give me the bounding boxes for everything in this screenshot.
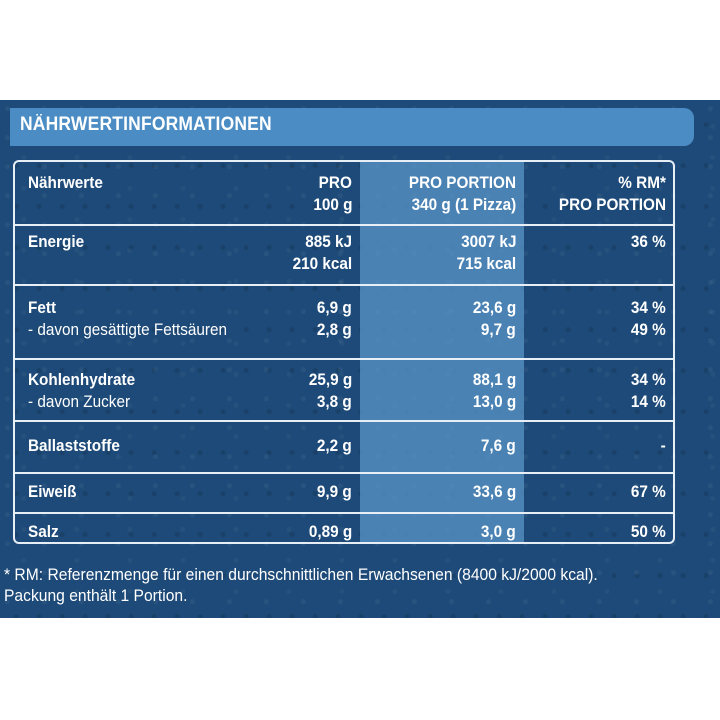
row-divider (15, 472, 673, 474)
row-divider (15, 224, 673, 226)
header-portion-line2: 340 g (1 Pizza) (411, 195, 516, 214)
salz-rm: 50 % (631, 522, 666, 541)
fett-portion: 23,6 g (472, 298, 516, 317)
salz-per100: 0,89 g (308, 522, 352, 541)
footnote: * RM: Referenzmenge für einen durchschni… (4, 564, 598, 606)
energie-portion-kcal: 715 kcal (456, 254, 516, 273)
fett-rm: 34 % (631, 298, 666, 317)
nutrition-table (13, 160, 675, 544)
energie-portion-kj: 3007 kJ (460, 232, 516, 251)
row-divider (15, 358, 673, 360)
footnote-line1: * RM: Referenzmenge für einen durchschni… (4, 565, 598, 584)
header-per100-line1: PRO (318, 173, 352, 192)
eiweiss-portion: 33,6 g (472, 482, 516, 501)
energie-per100-kj: 885 kJ (305, 232, 352, 251)
zucker-per100: 3,8 g (317, 392, 352, 411)
salz-portion: 3,0 g (481, 522, 516, 541)
zucker-rm: 14 % (631, 392, 666, 411)
row-label-zucker: - davon Zucker (28, 392, 131, 411)
kohlenhydrate-per100: 25,9 g (308, 370, 352, 389)
kohlenhydrate-portion: 88,1 g (472, 370, 516, 389)
row-label-eiweiss: Eiweiß (28, 482, 77, 501)
fettsaeuren-rm: 49 % (631, 320, 666, 339)
ballaststoffe-per100: 2,2 g (317, 436, 352, 455)
row-label-fettsaeuren: - davon gesättigte Fettsäuren (28, 320, 228, 339)
row-label-ballaststoffe: Ballaststoffe (28, 436, 120, 455)
fettsaeuren-portion: 9,7 g (481, 320, 516, 339)
header-rm-line1: % RM* (618, 173, 666, 192)
footnote-line2: Packung enthält 1 Portion. (4, 586, 188, 605)
row-divider (15, 512, 673, 514)
ballaststoffe-rm: - (660, 436, 666, 455)
zucker-portion: 13,0 g (472, 392, 516, 411)
eiweiss-rm: 67 % (631, 482, 666, 501)
title-bar: NÄHRWERTINFORMATIONEN (10, 108, 694, 146)
header-per100-line2: 100 g (312, 195, 352, 214)
row-label-salz: Salz (28, 522, 59, 541)
energie-per100-kcal: 210 kcal (292, 254, 352, 273)
eiweiss-per100: 9,9 g (317, 482, 352, 501)
ballaststoffe-portion: 7,6 g (481, 436, 516, 455)
row-label-kohlenhydrate: Kohlenhydrate (28, 370, 136, 389)
header-portion-line1: PRO PORTION (408, 173, 516, 192)
panel-title: NÄHRWERTINFORMATIONEN (20, 114, 272, 135)
energie-rm: 36 % (631, 232, 666, 251)
row-label-energie: Energie (28, 232, 85, 251)
fettsaeuren-per100: 2,8 g (317, 320, 352, 339)
row-divider (15, 284, 673, 286)
row-label-fett: Fett (28, 298, 57, 317)
nutrition-panel: NÄHRWERTINFORMATIONEN Nährwerte PRO 100 … (0, 100, 720, 618)
header-rm-line2: PRO PORTION (558, 195, 666, 214)
header-naehrwerte: Nährwerte (28, 173, 103, 192)
kohlenhydrate-rm: 34 % (631, 370, 666, 389)
fett-per100: 6,9 g (317, 298, 352, 317)
row-divider (15, 420, 673, 422)
